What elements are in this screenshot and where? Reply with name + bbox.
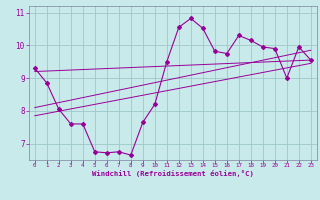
X-axis label: Windchill (Refroidissement éolien,°C): Windchill (Refroidissement éolien,°C) xyxy=(92,170,254,177)
